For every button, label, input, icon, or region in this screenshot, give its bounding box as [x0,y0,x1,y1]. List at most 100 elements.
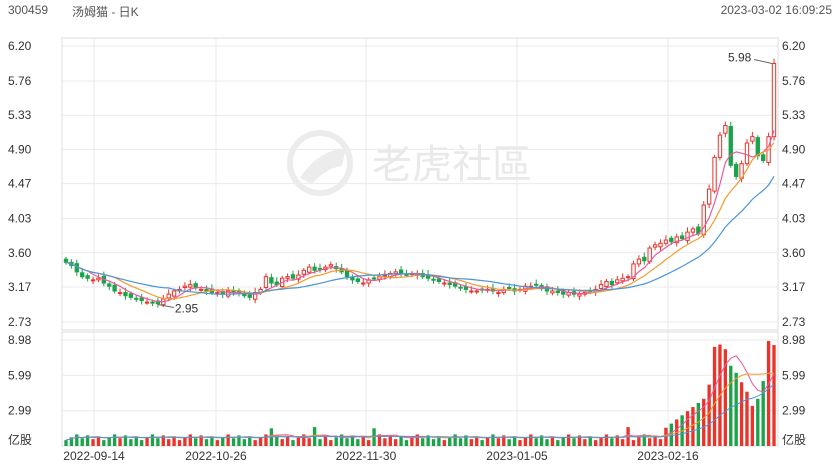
candle-body [134,297,139,300]
candle-body [620,277,625,282]
volume-bar [372,428,376,446]
candle-body [96,277,101,281]
candle-body [301,269,306,275]
candle-body [561,290,566,295]
candle-body [436,278,442,282]
volume-bar [696,402,701,446]
high-annotation-leader [753,59,773,64]
volume-bar [539,435,544,446]
candle-body [90,279,96,282]
candle-body [615,279,620,284]
price-tick-label-right: 3.60 [782,246,806,260]
candle-body [307,266,312,273]
volume-bar [648,438,652,446]
volume-bar [707,384,711,446]
candle-body [312,266,317,271]
x-tick-label: 2022-11-30 [336,449,397,463]
volume-bar [280,439,284,446]
candle-body [80,272,85,278]
volume-bar [631,440,636,446]
candle-body [771,62,777,138]
price-tick-label-left: 4.90 [8,142,32,156]
candle-body [447,282,452,286]
price-tick-label-right: 6.20 [782,39,806,53]
volume-bar [199,435,203,446]
volume-bar [642,434,646,446]
candle-body [701,204,706,236]
volume-bar [75,434,79,446]
volume-bar [194,438,198,446]
ma20-line [65,175,775,295]
volume-bar [729,365,733,446]
candle-body [285,276,290,279]
volume-bar [502,435,506,446]
volume-bar [583,439,587,446]
volume-bar [394,439,398,446]
volume-tick-label-right: 8.98 [782,333,806,347]
volume-bar [188,434,192,446]
candle-body [166,293,171,299]
candle-body [117,292,123,295]
volume-bar [739,382,744,446]
volume-bar [248,436,252,446]
candle-body [658,242,663,248]
volume-bar [458,438,463,446]
candle-body [507,286,512,289]
volume-bar [469,439,474,446]
volume-bar [415,434,419,446]
volume-bar [577,435,582,446]
candle-body [463,286,469,290]
volume-bar [345,438,349,446]
volume-bar [323,436,328,446]
volume-bar [658,439,663,446]
volume-bar [156,438,160,446]
volume-bars-group [64,340,776,446]
candle-body [404,273,409,276]
candle-body [290,274,296,279]
volume-bar [599,437,603,446]
volume-bar [80,438,84,446]
candle-body [150,301,155,304]
volume-bar [226,434,230,446]
volume-bar [426,435,430,446]
volume-bar [669,423,673,446]
volume-bar [85,435,90,446]
volume-bar [491,434,495,446]
volume-bar [318,439,322,446]
volume-bar [334,437,338,446]
volume-bar [610,438,614,446]
candle-body [377,276,382,280]
price-tick-label-left: 3.17 [8,280,32,294]
volume-bar [275,435,279,446]
candle-body [712,156,717,192]
volume-tick-label-right: 5.99 [782,368,806,382]
volume-bar [523,437,528,446]
volume-bar [750,405,755,446]
volume-bar [431,439,436,446]
candle-body [577,293,582,297]
volume-bar [566,434,571,446]
volume-tick-label-right: 2.99 [782,404,806,418]
volume-bar [421,438,425,446]
volume-bar [620,439,625,446]
volume-bar [464,435,468,446]
candle-body [247,294,252,298]
candle-body [393,271,398,274]
candle-body [550,290,555,294]
candle-body [317,267,323,270]
volume-bar [253,440,257,446]
candle-body [188,284,193,288]
candle-body [750,136,755,142]
volume-bar [237,435,241,446]
price-tick-label-left: 3.60 [8,246,32,260]
x-tick-label: 2023-02-16 [637,449,699,463]
volume-bar [177,440,182,446]
candle-body [123,292,128,297]
volume-bar [518,440,522,446]
volume-bar [307,438,311,446]
volume-bar [442,440,446,446]
candle-body [474,290,479,293]
volume-bar [453,434,457,446]
volume-bar [761,381,765,446]
